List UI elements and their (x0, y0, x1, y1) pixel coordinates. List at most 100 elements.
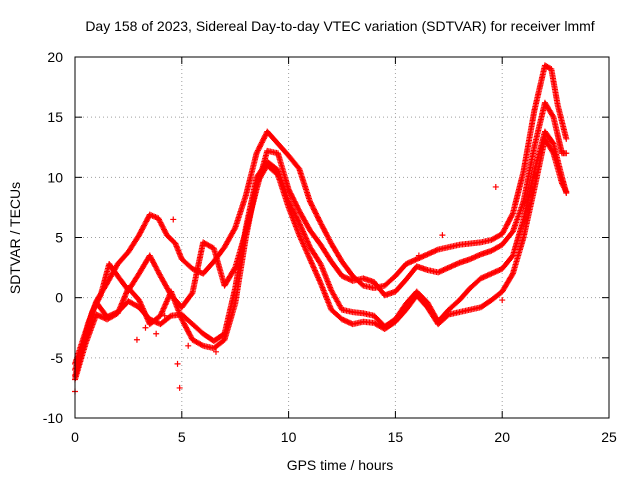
marker-trail (275, 173, 292, 209)
marker-trail (83, 312, 99, 345)
marker-trail (172, 241, 185, 261)
marker-trail (94, 300, 110, 319)
x-tick-label: 5 (178, 429, 186, 445)
series-track-4 (72, 135, 570, 383)
marker-trail (318, 262, 334, 292)
marker-trail (447, 260, 462, 270)
marker-trail (286, 153, 302, 171)
marker-trail (340, 307, 355, 315)
marker-trail (221, 302, 238, 342)
marker-trail (275, 151, 292, 191)
x-tick-label: 15 (388, 429, 404, 445)
marker-trail (222, 265, 238, 288)
x-tick-label: 0 (71, 429, 79, 445)
marker-trail (520, 109, 537, 173)
marker-trail (136, 213, 153, 237)
data-point (161, 312, 168, 319)
marker-trail (148, 212, 160, 221)
marker-trail (147, 313, 163, 327)
marker-trail (147, 253, 163, 278)
marker-trail (510, 217, 527, 258)
marker-trail (254, 163, 270, 186)
marker-trail (339, 259, 355, 278)
marker-trail (468, 276, 483, 290)
marker-trail (243, 151, 260, 197)
marker-trail (393, 262, 409, 278)
marker-trail (550, 115, 565, 155)
data-point (170, 216, 177, 223)
marker-trail (329, 259, 345, 278)
data-point (445, 264, 452, 271)
marker-trail (499, 211, 516, 236)
marker-trail (115, 250, 131, 266)
marker-trail (479, 248, 494, 257)
marker-trail (307, 199, 323, 225)
marker-trail (318, 281, 334, 312)
data-point (174, 360, 181, 367)
marker-trail (307, 228, 323, 247)
marker-trail (550, 151, 565, 185)
marker-trail (211, 246, 228, 288)
marker-trail (468, 251, 483, 262)
marker-trail (126, 233, 142, 254)
marker-trail (83, 300, 99, 333)
marker-trail (382, 274, 398, 288)
data-point (212, 348, 219, 355)
marker-trail (436, 244, 451, 253)
data-point (153, 330, 160, 337)
marker-trail (179, 312, 195, 327)
marker-trail (361, 282, 376, 291)
marker-trail (531, 101, 548, 149)
marker-trail (457, 256, 472, 266)
marker-trail (189, 240, 206, 295)
marker-trail (98, 262, 112, 297)
marker-trail (232, 236, 249, 306)
marker-trail (222, 226, 238, 249)
marker-trail (510, 169, 527, 215)
chart-title: Day 158 of 2023, Sidereal Day-to-day VTE… (85, 18, 594, 34)
x-tick-label: 10 (281, 429, 297, 445)
marker-trail (136, 298, 153, 326)
marker-trail (542, 101, 556, 119)
marker-trail (415, 263, 430, 273)
marker-trail (179, 291, 195, 310)
y-axis-label: SDTVAR / TECUs (7, 182, 23, 294)
marker-trail (105, 311, 120, 322)
marker-trail (458, 307, 472, 315)
marker-trail (500, 253, 515, 271)
data-point (488, 270, 495, 277)
marker-trail (115, 286, 131, 315)
marker-trail (275, 141, 291, 158)
marker-trail (510, 236, 527, 276)
marker-trail (158, 313, 173, 327)
marker-trail (404, 256, 419, 267)
data-point (439, 232, 446, 239)
data-point (424, 251, 431, 258)
data-point (415, 252, 422, 259)
marker-trail (296, 233, 313, 261)
data-point (142, 324, 149, 331)
marker-trail (436, 265, 451, 275)
marker-trail (126, 299, 141, 310)
marker-trail (458, 240, 472, 248)
data-point (499, 297, 506, 304)
x-tick-label: 25 (601, 429, 617, 445)
marker-trail (243, 181, 260, 239)
marker-trail (201, 259, 216, 276)
marker-trail (425, 305, 441, 326)
marker-trail (265, 148, 280, 156)
y-tick-label: 5 (55, 230, 63, 246)
marker-trail (446, 298, 462, 312)
marker-trail (489, 231, 504, 243)
y-tick-label: -5 (51, 350, 64, 366)
marker-trail (414, 293, 430, 310)
marker-trail (555, 103, 569, 141)
marker-trail (329, 241, 345, 264)
marker-trail (168, 290, 185, 321)
marker-trail (548, 67, 561, 107)
marker-trail (265, 163, 280, 177)
marker-trail (361, 275, 376, 285)
marker-trail (499, 271, 516, 294)
marker-trail (425, 247, 440, 257)
series-spikes (72, 183, 506, 395)
